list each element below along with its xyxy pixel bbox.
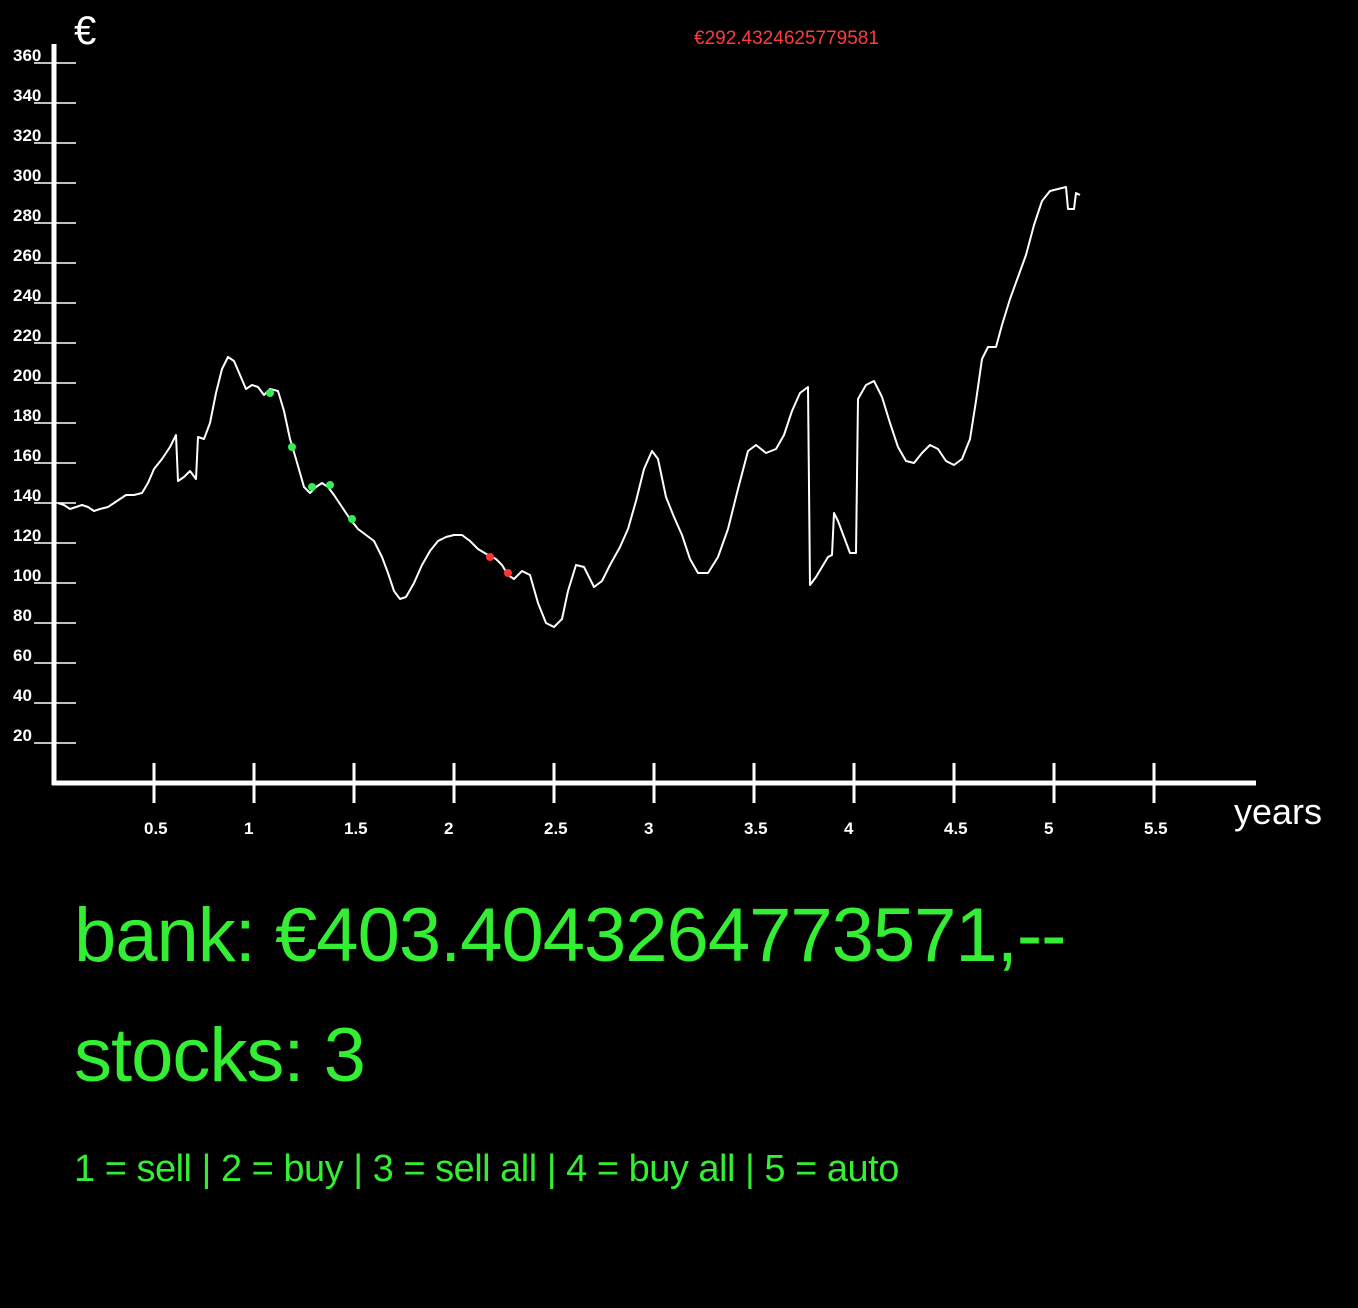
y-tick-label: 260 xyxy=(13,246,41,265)
x-tick-label: 1 xyxy=(244,819,253,838)
stocks-count: stocks: 3 xyxy=(74,1013,366,1098)
buy-marker xyxy=(288,443,296,451)
buy-marker xyxy=(348,515,356,523)
stock-price-chart: € €292.4324625779581 20 40 60 80 100 120 140 16… xyxy=(13,9,1322,838)
y-tick-label: 60 xyxy=(13,646,32,665)
x-tick-label: 4.5 xyxy=(944,819,968,838)
buy-marker xyxy=(266,389,274,397)
x-tick-label: 0.5 xyxy=(144,819,168,838)
y-tick-label: 240 xyxy=(13,286,41,305)
y-tick-label: 40 xyxy=(13,686,32,705)
trade-markers xyxy=(266,389,512,577)
y-tick-label: 360 xyxy=(13,46,41,65)
y-tick-label: 280 xyxy=(13,206,41,225)
y-tick-label: 20 xyxy=(13,726,32,745)
y-tick-label: 80 xyxy=(13,606,32,625)
buy-marker xyxy=(308,483,316,491)
y-tick-label: 140 xyxy=(13,486,41,505)
x-tick-label: 5 xyxy=(1044,819,1053,838)
y-axis-ticks: 20 40 60 80 100 120 140 160 180 200 220 240 260 280 30… xyxy=(13,46,76,745)
y-tick-label: 200 xyxy=(13,366,41,385)
y-axis-title: € xyxy=(74,9,96,53)
x-tick-label: 2.5 xyxy=(544,819,568,838)
sell-marker xyxy=(486,553,494,561)
x-tick-label: 5.5 xyxy=(1144,819,1168,838)
x-axis-ticks: 0.5 1 1.5 2 2.5 3 3.5 4 4.5 5 5.5 xyxy=(144,763,1168,838)
y-tick-label: 120 xyxy=(13,526,41,545)
x-tick-label: 3 xyxy=(644,819,653,838)
y-tick-label: 100 xyxy=(13,566,41,585)
x-tick-label: 1.5 xyxy=(344,819,368,838)
y-tick-label: 340 xyxy=(13,86,41,105)
y-tick-label: 300 xyxy=(13,166,41,185)
x-tick-label: 4 xyxy=(844,819,854,838)
keyboard-controls-legend: 1 = sell | 2 = buy | 3 = sell all | 4 = … xyxy=(74,1148,899,1190)
x-tick-label: 3.5 xyxy=(744,819,768,838)
sell-marker xyxy=(504,569,512,577)
bank-balance: bank: €403.4043264773571,-- xyxy=(74,893,1066,978)
y-tick-label: 160 xyxy=(13,446,41,465)
x-tick-label: 2 xyxy=(444,819,453,838)
current-price-label: €292.4324625779581 xyxy=(694,28,879,49)
y-tick-label: 220 xyxy=(13,326,41,345)
y-tick-label: 180 xyxy=(13,406,41,425)
price-series-line xyxy=(57,186,1081,628)
buy-marker xyxy=(326,481,334,489)
x-axis-title: years xyxy=(1234,791,1322,832)
y-tick-label: 320 xyxy=(13,126,41,145)
